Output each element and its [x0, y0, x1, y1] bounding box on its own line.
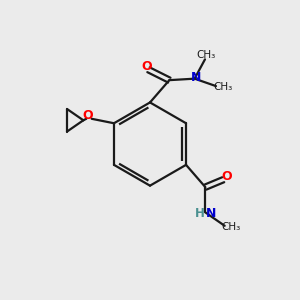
- Text: O: O: [221, 170, 232, 183]
- Text: CH₃: CH₃: [222, 222, 241, 232]
- Text: CH₃: CH₃: [196, 50, 215, 60]
- Text: N: N: [206, 207, 216, 220]
- Text: H: H: [195, 207, 205, 220]
- Text: N: N: [190, 71, 201, 84]
- Text: O: O: [142, 60, 152, 73]
- Text: CH₃: CH₃: [213, 82, 232, 92]
- Text: O: O: [83, 109, 93, 122]
